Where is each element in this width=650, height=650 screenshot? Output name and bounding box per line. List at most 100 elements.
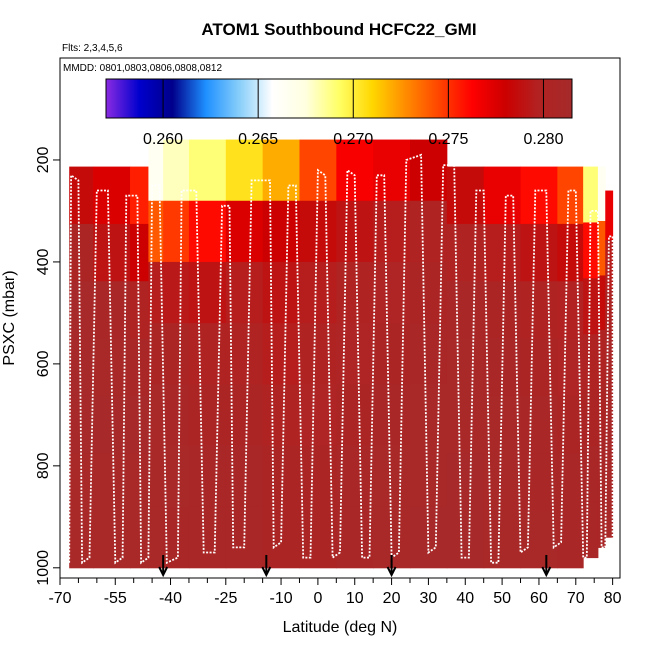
heatmap-cells [69, 139, 614, 569]
arrow-head [541, 566, 552, 578]
x-tick-label: -70 [48, 590, 71, 607]
heatmap-cell [373, 323, 411, 385]
heatmap-cell [188, 139, 227, 202]
heatmap-cell [225, 200, 264, 263]
x-tick-label: 30 [420, 590, 438, 607]
heatmap-cell [520, 223, 558, 282]
heatmap-cell [336, 384, 374, 446]
heatmap-cell [583, 278, 599, 335]
x-tick-label: 50 [493, 590, 511, 607]
heatmap-cell [262, 323, 300, 385]
y-tick-label: 1000 [35, 550, 52, 586]
plot-frame [59, 57, 621, 579]
heatmap-cell [336, 323, 374, 385]
heatmap-cell [130, 281, 149, 340]
heatmap-cell [299, 384, 337, 446]
heatmap-cell [93, 223, 131, 282]
heatmap-cell [163, 139, 190, 202]
profile-arrows [158, 555, 552, 578]
heatmap-cell [597, 275, 606, 331]
heatmap-cell [130, 510, 149, 569]
heatmap-cell [130, 166, 149, 225]
heatmap-cell [583, 390, 599, 447]
heatmap-cell [299, 200, 337, 263]
y-tick-label: 200 [35, 147, 52, 174]
heatmap-cell [557, 510, 584, 569]
x-tick-label: 20 [383, 590, 401, 607]
heatmap-cell [483, 223, 522, 282]
heatmap-cell [188, 384, 227, 446]
x-tick-label: -55 [104, 590, 127, 607]
heatmap-cell [188, 200, 227, 263]
y-axis-label: PSXC (mbar) [1, 270, 18, 365]
heatmap-cell [148, 384, 164, 446]
colorbar-tick-label: 0.270 [333, 131, 373, 148]
heatmap-cell [262, 139, 300, 202]
heatmap-cell [520, 166, 558, 225]
heatmap-cell [520, 338, 558, 397]
colorbar-ticks: 0.260 0.265 0.270 0.275 0.280 [143, 79, 564, 148]
heatmap-cell [446, 166, 485, 225]
colorbar-tick-label: 0.265 [238, 131, 278, 148]
heatmap-cell [583, 334, 599, 391]
y-axis: 200 400 600 800 1000 [35, 147, 60, 586]
y-tick-label: 800 [35, 452, 52, 479]
heatmap-cell [299, 261, 337, 324]
heatmap-cell [446, 281, 485, 340]
heatmap-cell [262, 261, 300, 324]
heatmap-cell [225, 139, 264, 202]
heatmap-cell [373, 200, 411, 263]
heatmap-cell [410, 384, 448, 446]
heatmap-cell [520, 281, 558, 340]
x-tick-label: -40 [159, 590, 182, 607]
heatmap-cell [373, 384, 411, 446]
heatmap-cell [188, 506, 227, 569]
colorbar-tick-label: 0.260 [143, 131, 183, 148]
heatmap-cell [483, 395, 522, 454]
flight-track [68, 153, 614, 565]
heatmap-cell [93, 166, 131, 225]
x-tick-label: 40 [456, 590, 474, 607]
arrow-head [386, 566, 397, 578]
heatmap-cell [446, 453, 485, 511]
heatmap-cell [557, 395, 584, 454]
heatmap-cell [69, 223, 94, 282]
arrow-head [158, 566, 169, 578]
heatmap-cell [605, 487, 614, 538]
x-tick-label: 70 [567, 590, 585, 607]
heatmap-cell [446, 223, 485, 282]
heatmap-cell [446, 395, 485, 454]
heatmap-cell [557, 281, 584, 340]
heatmap-cell [583, 445, 599, 503]
heatmap-cell [299, 445, 337, 508]
heatmap-cell [69, 281, 94, 340]
x-tick-label: 60 [530, 590, 548, 607]
heatmap-cell [262, 445, 300, 508]
x-tick-label: -10 [269, 590, 292, 607]
heatmap-cell [583, 166, 599, 223]
heatmap-cell [583, 501, 599, 559]
heatmap-cell [188, 261, 227, 324]
chart-title: ATOM1 Southbound HCFC22_GMI [201, 20, 476, 39]
heatmap-cell [336, 506, 374, 569]
heatmap-cell [148, 139, 164, 202]
heatmap-cell [262, 384, 300, 446]
heatmap-cell [410, 139, 448, 202]
heatmap-cell [483, 510, 522, 569]
heatmap-cell [597, 166, 606, 222]
heatmap-cell [262, 200, 300, 263]
heatmap-cell [163, 384, 190, 446]
heatmap-cell [163, 261, 190, 324]
heatmap-cell [373, 445, 411, 508]
x-axis-label: Latitude (deg N) [283, 619, 398, 636]
x-tick-label: 0 [313, 590, 322, 607]
heatmap-cell [410, 323, 448, 385]
heatmap-cell [163, 200, 190, 263]
heatmap-cell [597, 220, 606, 276]
heatmap-cell [148, 323, 164, 385]
colorbar-tick-label: 0.275 [428, 131, 468, 148]
flights-note: Flts: 2,3,4,5,6 [62, 43, 123, 54]
heatmap-cell [336, 261, 374, 324]
flight-track-line [68, 153, 614, 565]
